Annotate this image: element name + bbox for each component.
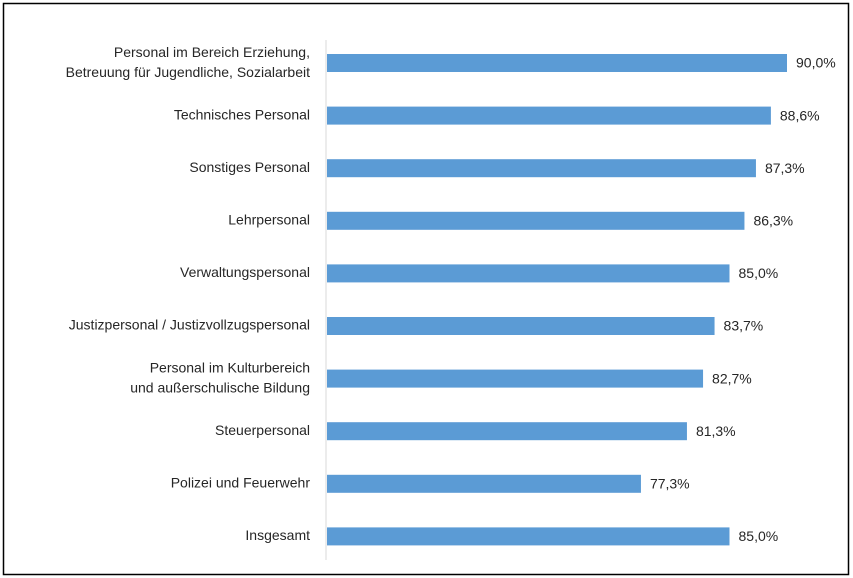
value-label: 85,0%: [739, 528, 779, 544]
value-label: 90,0%: [796, 55, 836, 71]
value-label: 87,3%: [765, 160, 805, 176]
bar: [327, 54, 787, 72]
category-label: Justizpersonal / Justizvollzugspersonal: [69, 317, 310, 333]
bar: [327, 159, 756, 178]
value-label: 85,0%: [739, 265, 779, 281]
bar: [327, 369, 704, 388]
value-label: 86,3%: [753, 213, 793, 229]
category-label: Personal im Bereich Erziehung, Betreuung …: [66, 44, 310, 80]
bar: [327, 264, 730, 283]
category-label: Insgesamt: [245, 527, 310, 543]
bar: [327, 317, 715, 335]
value-label: 88,6%: [780, 107, 820, 123]
category-label: Personal im Kulturbereich und außerschuli…: [130, 359, 310, 395]
value-label: 83,7%: [724, 318, 764, 334]
bar: [327, 474, 641, 493]
value-label: 77,3%: [650, 476, 690, 492]
category-label: Technisches Personal: [174, 106, 310, 122]
value-label: 81,3%: [696, 423, 736, 439]
category-label: Sonstiges Personal: [189, 159, 310, 175]
category-label: Lehrpersonal: [228, 212, 310, 228]
category-label: Verwaltungspersonal: [180, 264, 310, 280]
value-label: 82,7%: [712, 370, 752, 386]
bar: [327, 211, 745, 230]
category-label: Polizei und Feuerwehr: [171, 475, 311, 491]
category-label: Steuerpersonal: [215, 422, 310, 438]
bar: [327, 106, 771, 125]
bar: [327, 422, 687, 441]
bar: [327, 527, 730, 546]
